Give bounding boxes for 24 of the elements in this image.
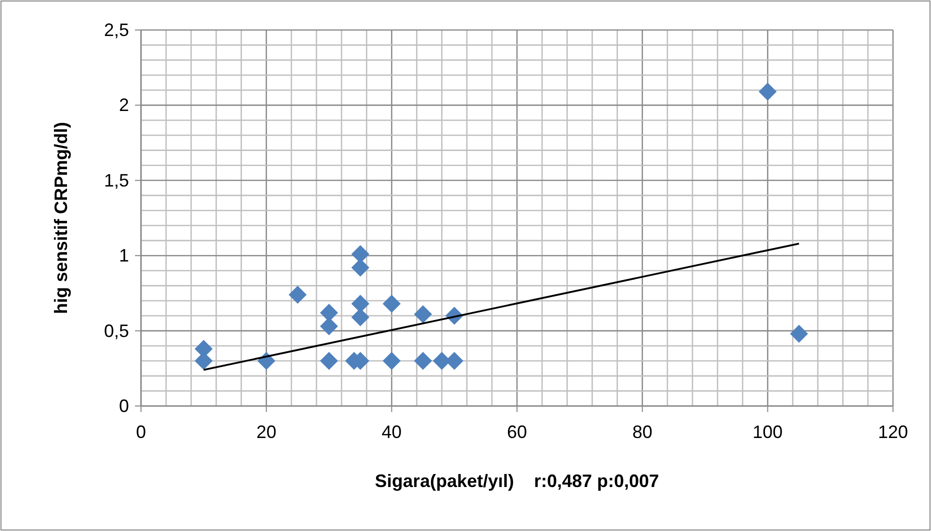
point (351, 258, 370, 277)
point (382, 294, 401, 313)
x-tick-label: 120 (878, 422, 908, 442)
point (414, 352, 432, 370)
x-axis-title: Sigara(paket/yıl) r:0,487 p:0,007 (374, 471, 660, 491)
y-axis-title: hig sensitif CRPmg/dl) (51, 122, 71, 314)
x-tick-label: 100 (752, 422, 783, 442)
y-tick-label: 1,5 (104, 170, 129, 190)
x-tick-label: 20 (256, 422, 276, 442)
x-tick-label: 0 (136, 422, 146, 442)
y-tick-label: 2 (118, 95, 129, 116)
y-tick-label: 0,5 (104, 320, 129, 341)
y-tick-label: 2,5 (104, 20, 129, 40)
point (320, 352, 338, 370)
y-tick-label: 0 (118, 396, 129, 416)
point (288, 286, 307, 304)
x-tick-label: 60 (506, 422, 528, 442)
point (790, 324, 808, 343)
point (382, 352, 401, 370)
y-tick-label: 1 (118, 246, 129, 266)
x-tick-label: 80 (632, 422, 652, 442)
point (414, 305, 432, 324)
x-tick-label: 40 (382, 422, 402, 442)
point (758, 82, 777, 101)
